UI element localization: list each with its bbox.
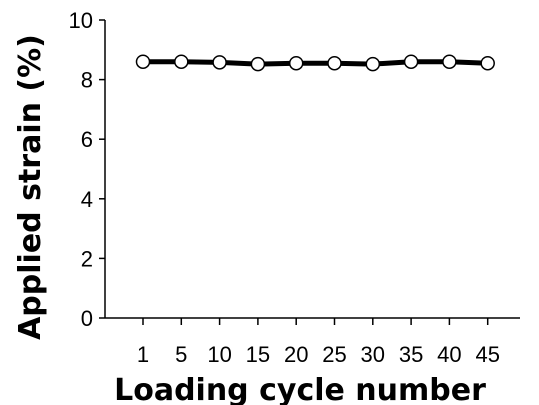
- y-tick-label-1: 2: [81, 246, 93, 271]
- data-point-0-0: [135, 54, 151, 69]
- x-tick-label-7: 35: [399, 342, 423, 367]
- axes: [104, 20, 520, 319]
- data-point-0-2: [212, 55, 227, 70]
- data-point-0-6: [365, 56, 381, 72]
- data-point-0-5: [327, 55, 342, 71]
- x-tick-label-8: 40: [437, 342, 461, 367]
- data-point-0-8: [442, 54, 457, 69]
- y-tick-label-0: 0: [81, 306, 93, 331]
- data-point-0-7: [403, 54, 419, 69]
- data-point-0-4: [288, 55, 304, 71]
- y-tick-label-3: 6: [81, 127, 93, 152]
- data-point-0-3: [250, 56, 266, 72]
- y-tick-label-4: 8: [81, 68, 93, 93]
- x-tick-label-0: 1: [137, 342, 149, 367]
- x-tick-label-3: 15: [246, 342, 270, 367]
- y-tick-label-5: 10: [69, 8, 93, 33]
- data-point-0-9: [480, 55, 495, 71]
- y-tick-label-2: 4: [81, 187, 93, 212]
- x-axis-title: Loading cycle number: [114, 373, 486, 405]
- x-tick-label-6: 30: [361, 342, 385, 367]
- y-ticks: 0 2 4 6 8 10: [69, 8, 105, 331]
- x-tick-label-2: 10: [207, 342, 231, 367]
- x-tick-label-5: 25: [322, 342, 346, 367]
- x-tick-label-9: 45: [475, 342, 499, 367]
- x-ticks: 1 5 10 15 20 25 30 35 40 45: [137, 318, 500, 367]
- x-tick-label-1: 5: [175, 342, 187, 367]
- y-axis-title: Applied strain (%): [13, 34, 48, 340]
- data-point-0-1: [174, 54, 189, 69]
- series-layer: [135, 54, 495, 72]
- series-line-0: [143, 59, 488, 67]
- x-tick-label-4: 20: [284, 342, 308, 367]
